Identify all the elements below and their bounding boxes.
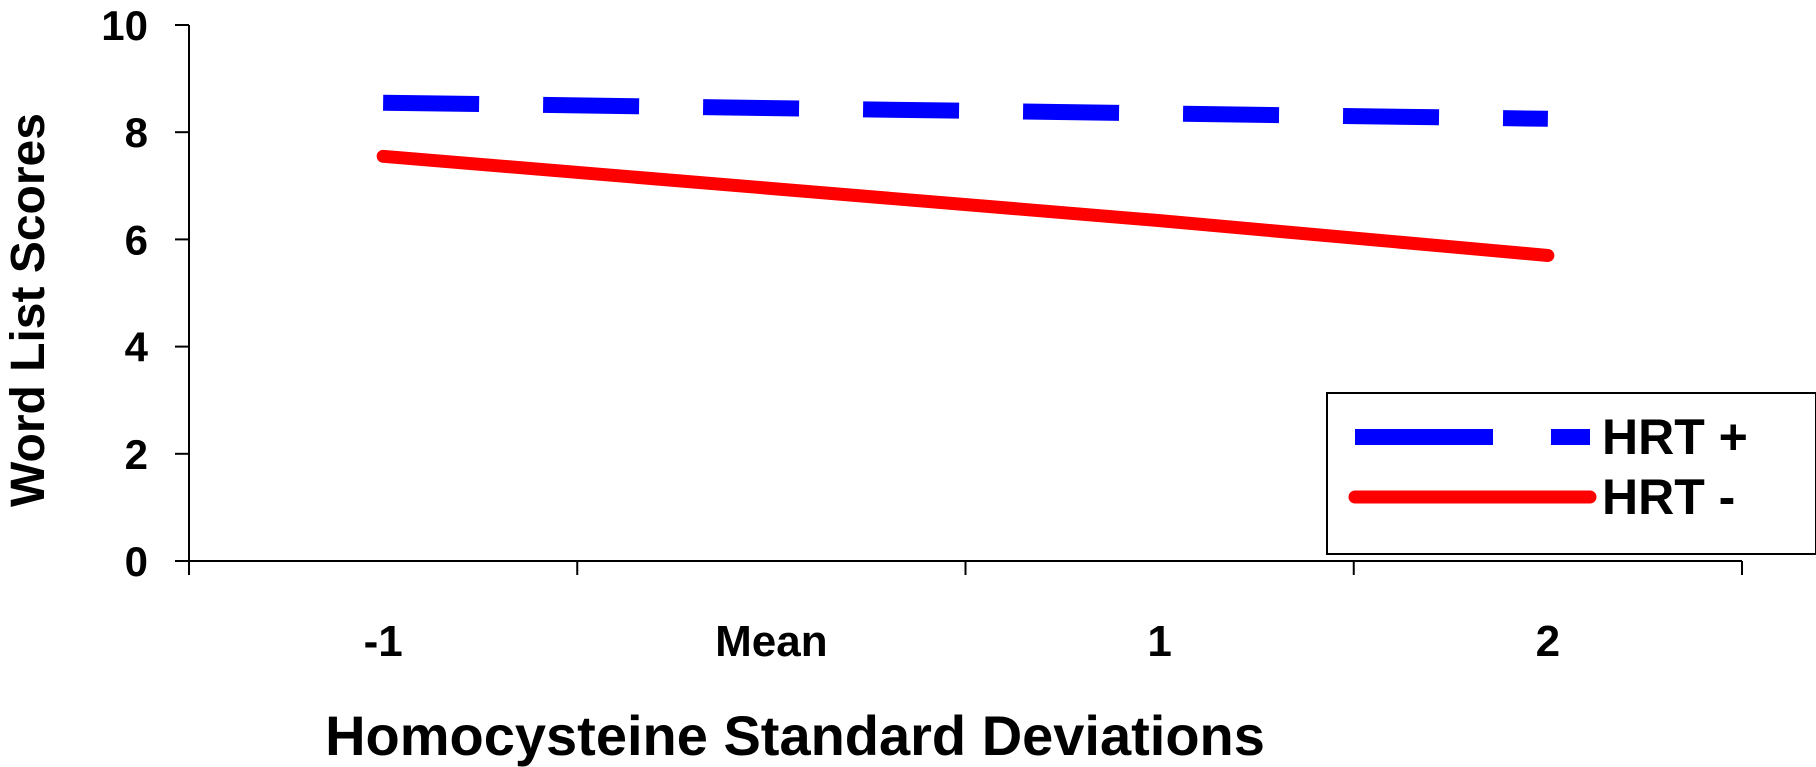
legend-label: HRT + — [1602, 409, 1748, 465]
series-layer — [376, 94, 1555, 262]
y-tick-label: 2 — [125, 431, 148, 478]
x-ticks: -1 Mean 1 2 — [188, 561, 1743, 666]
y-tick-label: 6 — [125, 216, 148, 263]
legend: HRT +HRT - — [1326, 392, 1816, 555]
x-axis-title: Homocysteine Standard Deviations — [325, 704, 1265, 767]
x-tick-label: 1 — [1147, 617, 1171, 666]
x-tick-label: Mean — [715, 617, 827, 666]
x-tick-label: 2 — [1536, 617, 1560, 666]
y-tick-label: 8 — [125, 109, 148, 156]
x-tick-label: -1 — [364, 617, 403, 666]
y-ticks: 0 2 4 6 8 10 — [101, 2, 189, 585]
legend-label: HRT - — [1602, 469, 1735, 525]
y-tick-label: 4 — [125, 324, 149, 371]
y-tick-label: 0 — [125, 538, 148, 585]
y-axis-title: Word List Scores — [2, 113, 55, 507]
legend-box — [1326, 392, 1816, 555]
series-line-hrt-plus — [383, 94, 1548, 127]
y-tick-label: 10 — [101, 2, 148, 49]
series-line-hrt-minus — [376, 149, 1555, 262]
legend-items: HRT +HRT - — [1348, 409, 1748, 525]
